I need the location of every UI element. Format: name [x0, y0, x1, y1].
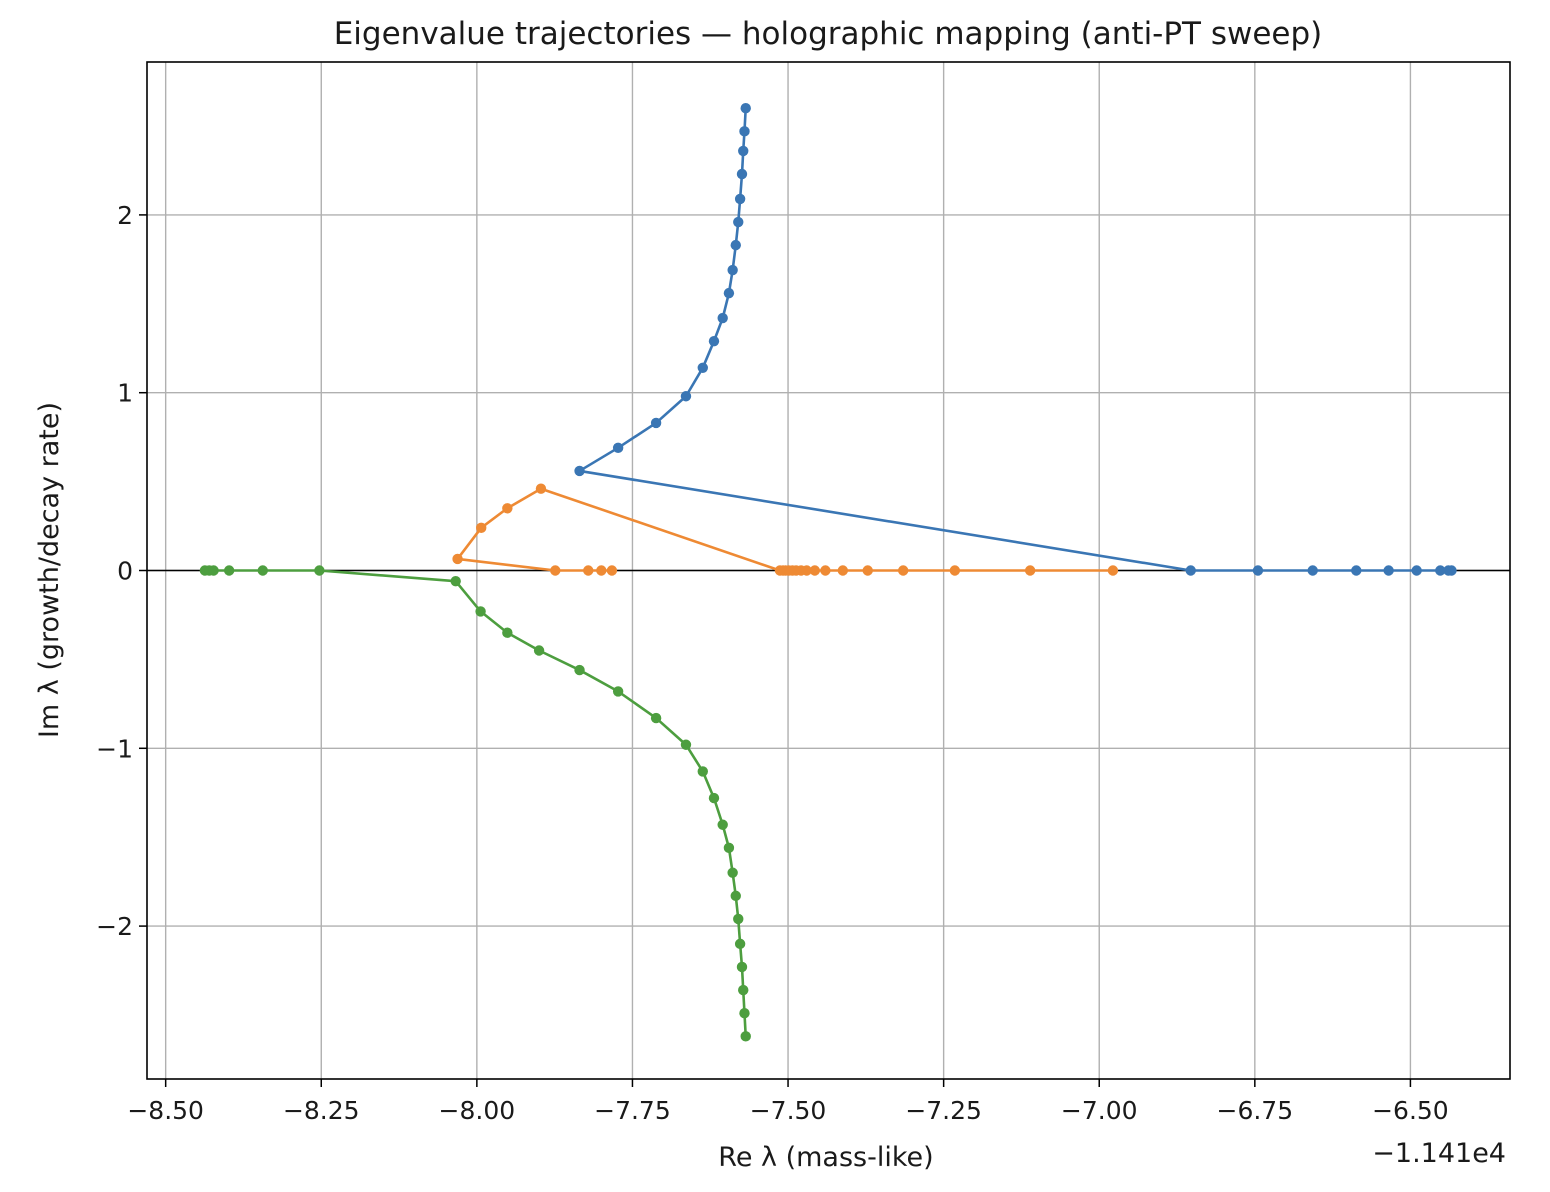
y-axis-label: Im λ (growth/decay rate): [34, 402, 65, 738]
data-point: [680, 391, 692, 402]
data-point: [223, 565, 235, 576]
data-point: [717, 819, 728, 830]
data-point: [774, 565, 786, 576]
data-point: [738, 984, 749, 996]
data-point: [612, 686, 624, 697]
series-1: [574, 103, 1457, 576]
data-point: [739, 126, 750, 137]
data-point: [612, 442, 624, 454]
data-point: [727, 867, 738, 878]
series-3: [199, 565, 751, 1042]
y-tick-label: 2: [117, 201, 133, 230]
data-point: [1252, 565, 1264, 576]
data-point: [257, 565, 268, 576]
x-tick-label: −8.00: [439, 1096, 516, 1125]
data-point: [1351, 565, 1362, 576]
data-point: [650, 417, 662, 429]
data-point: [475, 606, 486, 617]
x-tick-label: −7.50: [750, 1096, 827, 1125]
data-point: [730, 239, 741, 251]
data-point: [727, 264, 738, 276]
data-point: [650, 712, 662, 724]
data-point: [596, 565, 607, 576]
x-tick-label: −6.50: [1372, 1096, 1449, 1125]
data-point: [452, 553, 463, 565]
data-point: [733, 913, 744, 925]
data-point: [733, 216, 744, 228]
data-point: [574, 465, 585, 477]
x-tick-label: −7.75: [594, 1096, 671, 1125]
data-point: [1435, 565, 1446, 576]
x-tick-label: −7.00: [1061, 1096, 1138, 1125]
chart-title: Eigenvalue trajectories — holographic ma…: [334, 16, 1323, 52]
data-point: [697, 362, 708, 374]
data-point: [734, 938, 746, 950]
data-point: [450, 575, 461, 587]
data-point: [1411, 565, 1422, 576]
data-point: [550, 565, 561, 576]
data-point: [734, 193, 746, 205]
x-tick-label: −7.25: [905, 1096, 982, 1125]
data-point: [208, 565, 219, 576]
x-tick-label: −8.25: [283, 1096, 360, 1125]
y-tick-label: 1: [117, 379, 133, 408]
data-point: [723, 842, 735, 854]
data-point: [949, 565, 961, 576]
data-point: [708, 792, 720, 804]
data-point: [740, 103, 751, 114]
x-tick-label: −6.75: [1217, 1096, 1294, 1125]
x-tick-label: −8.50: [127, 1096, 204, 1125]
series-2: [452, 483, 1119, 576]
data-point: [583, 565, 594, 576]
data-point: [730, 890, 741, 902]
data-point: [739, 1008, 750, 1019]
data-point: [897, 565, 909, 576]
data-point: [502, 627, 513, 638]
data-point: [837, 565, 849, 576]
y-tick-label: −2: [96, 912, 133, 941]
x-axis-label: Re λ (mass-like): [718, 1142, 933, 1173]
data-point: [1383, 565, 1394, 576]
data-point: [862, 565, 873, 576]
data-point: [535, 483, 547, 494]
data-point: [723, 287, 735, 299]
data-point: [740, 1031, 751, 1042]
data-point: [1443, 565, 1454, 576]
data-point: [738, 145, 749, 157]
y-tick-label: −1: [96, 734, 133, 763]
data-point: [502, 503, 513, 514]
data-point: [574, 664, 585, 676]
data-point: [1024, 565, 1036, 576]
data-point: [736, 961, 748, 973]
data-point: [533, 645, 545, 656]
series-layer: [199, 103, 1457, 1042]
axis-ticks-and-labels: −8.50 −8.25 −8.00 −7.75 −7.50 −7.25 −7.00 −6.75…: [96, 201, 1449, 1125]
data-point: [1107, 565, 1119, 576]
y-tick-label: 0: [117, 557, 133, 586]
data-point: [717, 312, 728, 324]
data-point: [708, 335, 720, 347]
data-point: [476, 522, 487, 534]
data-point: [1307, 565, 1318, 576]
data-point: [314, 565, 325, 576]
data-point: [1185, 565, 1196, 576]
data-point: [809, 565, 821, 576]
data-point: [736, 168, 748, 180]
data-point: [606, 565, 618, 576]
data-point: [820, 565, 831, 576]
data-point: [680, 739, 692, 750]
x-axis-offset-label: −1.141e4: [1372, 1138, 1506, 1169]
data-point: [697, 766, 708, 777]
